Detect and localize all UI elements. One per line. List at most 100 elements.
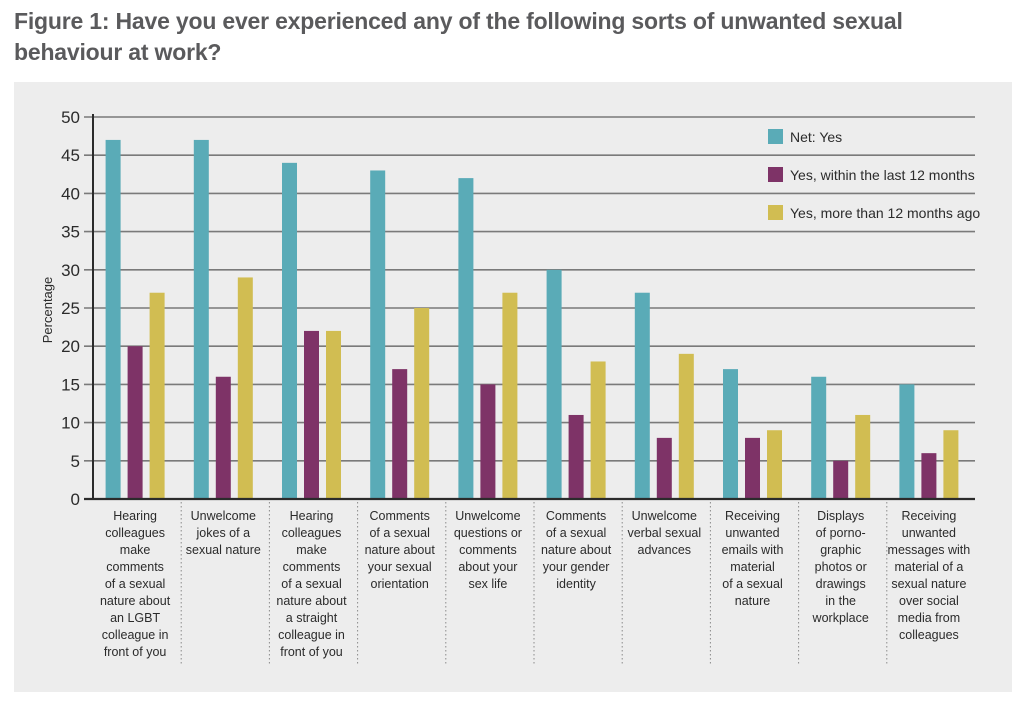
category-label-line: Unwelcome	[632, 509, 697, 523]
category-label: Comments of a sexual nature about your sexu…	[365, 509, 436, 591]
category-label-line: orientation	[371, 577, 429, 591]
bar-within-12-months	[304, 330, 319, 499]
legend-label: Net: Yes	[790, 129, 842, 145]
bar-within-12-months	[215, 376, 231, 499]
y-tick-label: 50	[61, 108, 80, 127]
legend-swatch	[768, 167, 783, 182]
category-label-line: nature about	[100, 594, 171, 608]
category-label-line: of a sexual	[369, 526, 429, 540]
category-label-line: nature	[735, 594, 770, 608]
category-label-line: unwanted	[902, 526, 956, 540]
category-label-line: Unwelcome	[191, 509, 256, 523]
category-label-line: of a sexual	[281, 577, 341, 591]
bar-net-yes	[811, 376, 827, 499]
category-label-line: Receiving	[725, 509, 780, 523]
category-label-line: nature about	[276, 594, 347, 608]
category-label-line: material	[730, 560, 774, 574]
category-label-line: comments	[283, 560, 341, 574]
category-label-line: Unwelcome	[455, 509, 520, 523]
category-label-line: Comments	[546, 509, 606, 523]
category-label-line: of a sexual	[722, 577, 782, 591]
category-label-line: sexual nature	[891, 577, 966, 591]
category-label: Displays of porno-graphic photos or drawing…	[812, 509, 869, 625]
category-label-line: jokes of a	[196, 526, 251, 540]
legend-label: Yes, within the last 12 months	[790, 167, 975, 183]
bar-within-12-months	[921, 453, 937, 499]
bar-within-12-months	[833, 460, 849, 499]
category-label-line: colleague in	[278, 628, 345, 642]
category-label-line: drawings	[816, 577, 866, 591]
category-label-line: about your	[458, 560, 517, 574]
category-labels: Hearing colleagues make comments of a sexual…	[100, 502, 970, 665]
category-label: Unwelcome jokes of a sexual nature	[186, 509, 261, 557]
bar-net-yes	[899, 384, 915, 499]
category-label-line: emails with	[722, 543, 784, 557]
y-tick-label: 0	[71, 490, 80, 509]
axes	[84, 114, 975, 501]
category-label-line: Hearing	[290, 509, 334, 523]
bar-within-12-months	[745, 437, 760, 499]
bar-more-than-12-months	[767, 430, 782, 499]
bar-more-than-12-months	[855, 414, 871, 499]
y-tick-label: 15	[61, 375, 80, 394]
category-label-line: colleague in	[102, 628, 169, 642]
category-label-line: identity	[556, 577, 596, 591]
bar-net-yes	[546, 269, 562, 499]
legend-swatch	[768, 205, 783, 220]
bar-within-12-months	[480, 384, 496, 499]
y-tick-label: 30	[61, 261, 80, 280]
category-label: Comments of a sexual nature about your gend…	[541, 509, 612, 591]
category-label-line: of porno-	[816, 526, 866, 540]
bar-net-yes	[105, 139, 121, 500]
category-label: Unwelcome verbal sexual advances	[627, 509, 701, 557]
y-tick-label: 10	[61, 414, 80, 433]
legend-item: Yes, more than 12 months ago	[768, 205, 980, 221]
y-tick-label: 5	[71, 452, 80, 471]
y-tick-label: 45	[61, 146, 80, 165]
category-label-line: colleagues	[282, 526, 342, 540]
category-label-line: material of a	[895, 560, 964, 574]
category-label-line: Displays	[817, 509, 864, 523]
category-label: Hearing colleagues make comments of a sexual…	[276, 509, 347, 659]
category-label: Receiving unwanted messages with material o…	[888, 509, 971, 642]
category-label-line: questions or	[454, 526, 522, 540]
category-label-line: advances	[638, 543, 692, 557]
bar-within-12-months	[127, 346, 143, 499]
category-label: Hearing colleagues make comments of a sexual…	[100, 509, 171, 659]
gridlines	[84, 116, 975, 462]
figure-title: Figure 1: Have you ever experienced any …	[14, 8, 903, 65]
bar-net-yes	[458, 178, 474, 499]
bar-more-than-12-months	[502, 292, 518, 499]
legend-item: Net: Yes	[768, 129, 842, 145]
category-label-line: make	[296, 543, 327, 557]
category-label-line: sexual nature	[186, 543, 261, 557]
legend: Net: Yes Yes, within the last 12 months Ye…	[768, 129, 980, 221]
category-label-line: nature about	[365, 543, 436, 557]
y-tick-label: 35	[61, 223, 80, 242]
y-tick-label: 25	[61, 299, 80, 318]
bar-more-than-12-months	[590, 361, 606, 499]
category-label-line: nature about	[541, 543, 612, 557]
category-label-line: of a sexual	[105, 577, 165, 591]
bar-net-yes	[193, 139, 209, 500]
legend-swatch	[768, 129, 783, 144]
bar-more-than-12-months	[943, 430, 959, 499]
category-label-line: Comments	[369, 509, 429, 523]
bar-within-12-months	[392, 369, 408, 499]
bar-more-than-12-months	[149, 292, 165, 499]
category-label-line: colleagues	[105, 526, 165, 540]
y-tick-labels: 0 5 10 15 20 25 30 35 40 45 50	[61, 108, 80, 509]
category-label: Receiving unwanted emails with material of a…	[722, 509, 784, 608]
category-label-line: over social	[899, 594, 959, 608]
category-label-line: workplace	[812, 611, 869, 625]
bar-net-yes	[370, 170, 386, 500]
category-label-line: an LGBT	[110, 611, 160, 625]
bar-net-yes	[723, 369, 738, 499]
bar-more-than-12-months	[326, 330, 341, 499]
category-label-line: your sexual	[368, 560, 432, 574]
bars	[105, 139, 959, 500]
bar-within-12-months	[656, 437, 672, 499]
bar-within-12-months	[568, 414, 584, 499]
bar-more-than-12-months	[414, 308, 430, 499]
